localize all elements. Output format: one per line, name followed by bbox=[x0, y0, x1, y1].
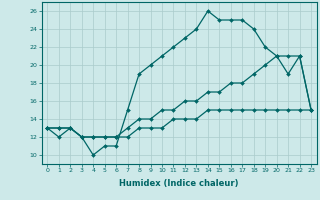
X-axis label: Humidex (Indice chaleur): Humidex (Indice chaleur) bbox=[119, 179, 239, 188]
